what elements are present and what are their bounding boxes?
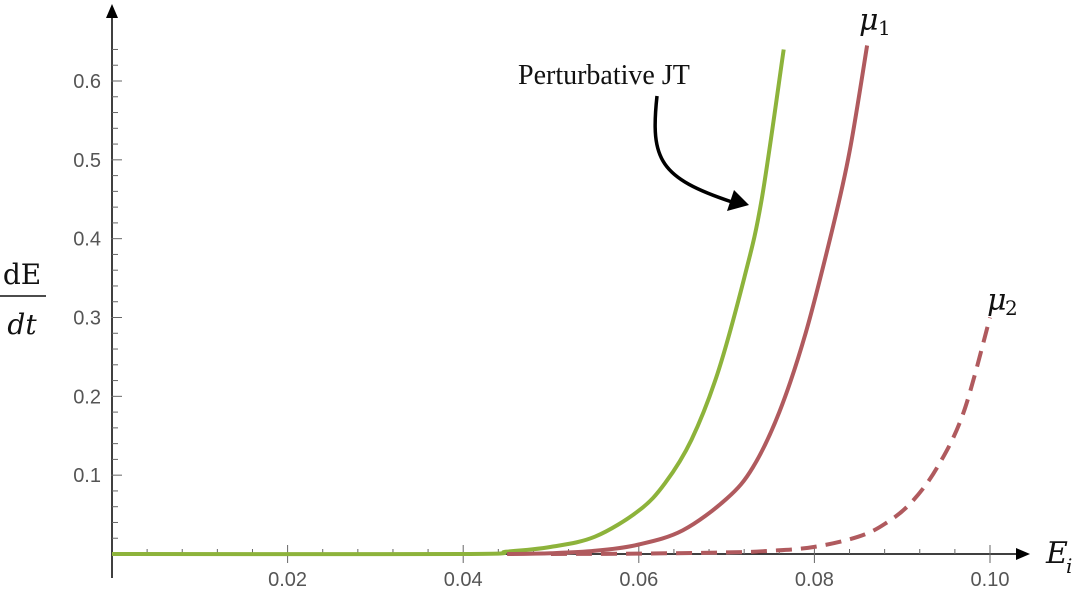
y-axis-arrowhead bbox=[106, 4, 118, 18]
series-line-mu1 bbox=[507, 45, 870, 556]
y-tick-label: 0.3 bbox=[73, 308, 101, 330]
tick-marks bbox=[111, 48, 991, 563]
series-lines bbox=[111, 45, 992, 557]
y-axis-label-numerator: dE bbox=[3, 258, 41, 291]
y-tick-label: 0.4 bbox=[73, 229, 101, 251]
x-tick-label: 0.06 bbox=[619, 569, 658, 589]
annotation-arrow bbox=[653, 95, 733, 204]
y-tick-label: 0.1 bbox=[73, 465, 101, 487]
x-axis-arrowhead bbox=[1016, 548, 1030, 560]
mu1-label: μ 1 bbox=[859, 3, 891, 40]
x-tick-label: 0.10 bbox=[971, 569, 1010, 589]
mu1-label-sub: 1 bbox=[878, 16, 891, 40]
x-tick-label: 0.08 bbox=[795, 569, 834, 589]
x-tick-label: 0.02 bbox=[268, 569, 307, 589]
x-axis-label-sub: i bbox=[1066, 554, 1072, 578]
mu2-label-base: μ bbox=[987, 283, 1007, 318]
mu1-label-base: μ bbox=[859, 3, 879, 38]
series-line-mu2 bbox=[550, 316, 992, 556]
x-tick-label: 0.04 bbox=[444, 569, 483, 589]
tick-labels: 0.02 0.04 0.06 0.08 0.10 0.1 0.2 0.3 0.4 0.5 0.6 bbox=[73, 71, 1009, 589]
y-tick-label: 0.5 bbox=[73, 150, 101, 172]
x-axis-label-base: E bbox=[1045, 536, 1068, 571]
y-axis-label: dE dt bbox=[0, 258, 46, 341]
annotation-arrowhead bbox=[727, 190, 749, 211]
series-line-perturbative-jt bbox=[111, 49, 786, 557]
y-tick-label: 0.6 bbox=[73, 71, 101, 93]
mu2-label-sub: 2 bbox=[1005, 296, 1018, 320]
perturbative-jt-label: Perturbative JT bbox=[518, 60, 690, 91]
y-tick-label: 0.2 bbox=[73, 386, 101, 408]
mu2-label: μ 2 bbox=[987, 283, 1018, 320]
x-axis-label: E i bbox=[1045, 536, 1072, 578]
y-axis-label-denominator: dt bbox=[7, 308, 37, 341]
